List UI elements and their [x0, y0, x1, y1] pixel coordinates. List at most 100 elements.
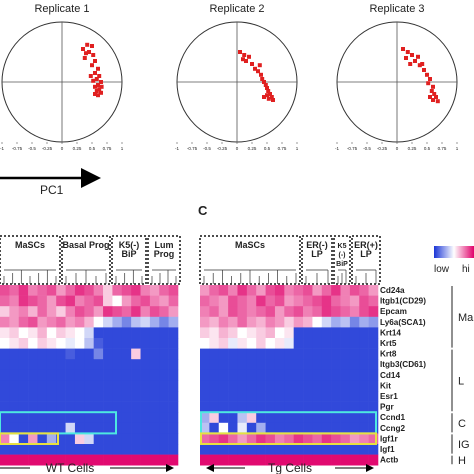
tg-group-er-pos-lp: ER(+)LP	[351, 235, 381, 285]
pca-tick-label: 0	[236, 146, 239, 151]
pca-point	[429, 89, 434, 93]
heatmap-cell	[168, 401, 179, 413]
heatmap-cell	[149, 295, 160, 307]
heatmap-cell	[0, 422, 10, 434]
heatmap-cell	[265, 422, 276, 434]
heatmap-cell	[340, 391, 351, 402]
heatmap-cell	[340, 316, 351, 328]
heatmap-cell	[121, 348, 132, 360]
heatmap-cell	[209, 327, 220, 339]
heatmap-tg-block	[200, 285, 379, 466]
heatmap-cell	[131, 454, 141, 466]
heatmap-cell	[218, 306, 229, 318]
heatmap-cell	[131, 391, 141, 402]
heatmap-cell	[112, 391, 123, 402]
heatmap-cell	[93, 338, 104, 349]
heatmap-cell	[56, 433, 66, 445]
heatmap-cell	[28, 348, 38, 360]
heatmap-cell	[293, 316, 304, 328]
heatmap-cell	[331, 338, 341, 349]
pca-tick-label: 0.5	[89, 146, 96, 151]
heatmap-cell	[284, 422, 294, 434]
heatmap-cell	[321, 401, 332, 413]
heatmap-cell	[37, 401, 48, 413]
heatmap-cell	[28, 412, 38, 424]
heatmap-cell	[209, 380, 220, 392]
heatmap-cell	[140, 444, 151, 455]
heatmap-cell	[228, 285, 238, 296]
heatmap-cell	[321, 444, 332, 455]
heatmap-cell	[149, 412, 160, 424]
heatmap-cell	[274, 295, 285, 307]
heatmap-cell	[149, 316, 160, 328]
pca-point	[431, 84, 435, 89]
heatmap-cell	[149, 338, 160, 349]
heatmap-cell	[103, 433, 113, 445]
pca-point	[405, 50, 410, 54]
pca-tick-label: 0.25	[248, 146, 257, 151]
heatmap-cell	[340, 422, 351, 434]
heatmap-cell	[149, 401, 160, 413]
pca-tick-label: -0.75	[187, 146, 198, 151]
pca-point	[431, 98, 435, 102]
heatmap-cell	[368, 454, 379, 466]
heatmap-cell	[112, 348, 123, 360]
heatmap-cell	[303, 338, 313, 349]
heatmap-cell	[284, 380, 294, 392]
heatmap-cell	[56, 285, 66, 296]
heatmap-cell	[140, 348, 151, 360]
heatmap-cell	[274, 338, 285, 349]
heatmap-cell	[112, 295, 123, 307]
heatmap-cell	[246, 401, 257, 413]
heatmap-cell	[303, 412, 313, 424]
heatmap-cell	[28, 285, 38, 296]
heatmap-cell	[18, 285, 29, 296]
legend-high-label: hi	[462, 264, 470, 275]
heatmap-cell	[74, 401, 85, 413]
heatmap-cell	[331, 454, 341, 466]
heatmap-cell	[209, 454, 220, 466]
heatmap-cell	[237, 433, 248, 445]
heatmap-color-legend: low hi	[434, 246, 474, 275]
heatmap-cell	[84, 306, 94, 318]
pca-point	[404, 56, 408, 60]
gene-label: Ccnd1	[380, 413, 405, 422]
pca-tick-label: 0.5	[424, 146, 431, 151]
heatmap-cell	[349, 327, 360, 339]
gene-labels: Cd24a Itgb1(CD29)Epcam Ly6a(SCA1)Krt14 Krt5…	[380, 286, 426, 465]
heatmap-cell	[228, 359, 238, 371]
heatmap-cell	[237, 412, 248, 424]
pca-point	[94, 77, 99, 81]
heatmap-cell	[0, 401, 10, 413]
heatmap-cell	[121, 285, 132, 296]
heatmap-cell	[340, 306, 351, 318]
heatmap-cell	[28, 369, 38, 381]
heatmap-cell	[65, 338, 76, 349]
column-group-label: BiP	[121, 249, 136, 259]
heatmap-cell	[331, 316, 341, 328]
heatmap-cell	[340, 338, 351, 349]
heatmap-cell	[265, 348, 276, 360]
group-box	[111, 235, 147, 285]
heatmap-cell	[140, 285, 151, 296]
heatmap-cell	[28, 316, 38, 328]
heatmap-cell	[37, 369, 48, 381]
heatmap-cell	[303, 327, 313, 339]
heatmap-cell	[246, 380, 257, 392]
column-group-label: Lum	[155, 240, 174, 250]
heatmap-cell	[237, 401, 248, 413]
gene-label: Igf1	[380, 445, 395, 454]
heatmap-cell	[103, 444, 113, 455]
heatmap-cell	[131, 444, 141, 455]
heatmap-cell	[312, 285, 323, 296]
heatmap-cell	[159, 316, 169, 328]
column-group-label: MaSCs	[235, 240, 265, 250]
heatmap-cell	[168, 359, 179, 371]
heatmap-cell	[0, 359, 10, 371]
heatmap-cell	[340, 359, 351, 371]
heatmap-cell	[321, 422, 332, 434]
heatmap-cell	[349, 285, 360, 296]
heatmap-cell	[293, 338, 304, 349]
heatmap-cell	[121, 422, 132, 434]
gene-label: Igf1r	[380, 434, 399, 443]
